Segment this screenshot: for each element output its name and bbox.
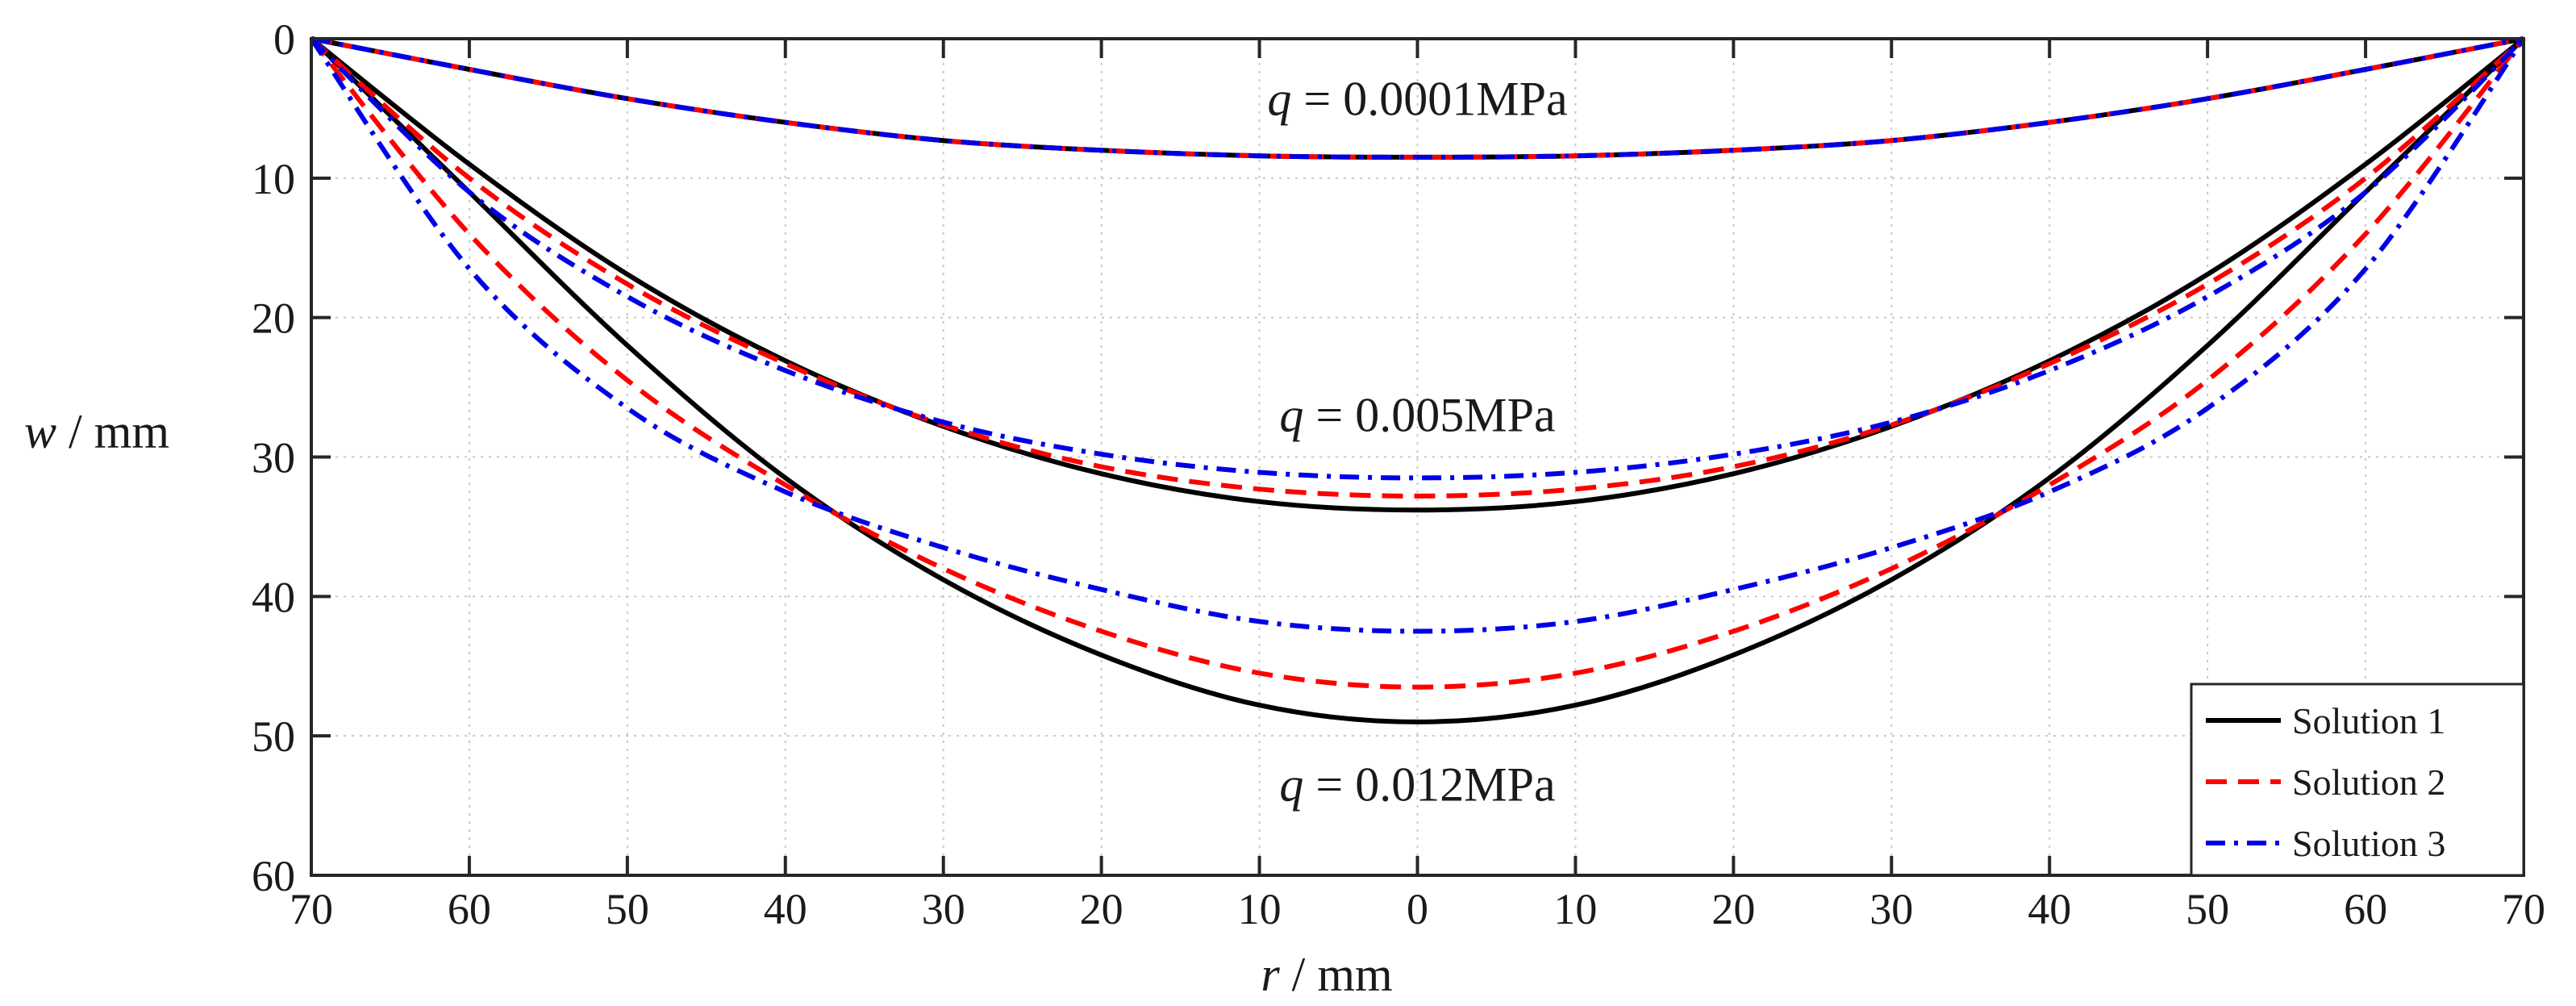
y-tick-label: 10: [252, 155, 295, 203]
x-tick-label: 60: [2344, 885, 2387, 933]
x-axis-label: r / mm: [1261, 948, 1392, 1001]
curve-solution-3-q-0-0001: [311, 36, 2524, 160]
load-annotation: q = 0.0001MPa: [1267, 72, 1567, 125]
series-solution-3: [309, 36, 2526, 634]
curve-solution-2-q-0-012: [309, 37, 2526, 690]
legend-label-solution-2: Solution 2: [2292, 762, 2445, 803]
x-tick-label: 70: [290, 885, 333, 933]
legend: Solution 1 Solution 2 Solution 3: [2190, 682, 2525, 877]
y-tick-label: 50: [252, 712, 295, 761]
curve-solution-2-q-0-005: [310, 36, 2525, 499]
curve-solution-3-q-0-005: [309, 36, 2526, 481]
x-tick-label: 40: [764, 885, 807, 933]
y-tick-label: 0: [273, 15, 295, 64]
x-tick-label: 60: [448, 885, 491, 933]
y-axis-label: w / mm: [24, 405, 169, 458]
x-tick-label: 70: [2502, 885, 2545, 933]
y-tick-label: 40: [252, 573, 295, 621]
load-annotations: q = 0.0001MPa q = 0.005MPa q = 0.012MPa: [1267, 72, 1567, 811]
x-tick-label: 30: [922, 885, 965, 933]
x-tick-label: 20: [1711, 885, 1755, 933]
y-tick-label: 20: [252, 294, 295, 343]
x-tick-label: 20: [1080, 885, 1123, 933]
x-tick-label: 10: [1238, 885, 1282, 933]
legend-label-solution-1: Solution 1: [2292, 700, 2445, 741]
legend-label-solution-3: Solution 3: [2292, 823, 2445, 864]
x-tick-label: 0: [1407, 885, 1428, 933]
curve-solution-3-q-0-012: [309, 37, 2526, 634]
curves: [309, 36, 2526, 724]
y-tick-label: 30: [252, 434, 295, 482]
load-annotation: q = 0.012MPa: [1279, 758, 1555, 812]
x-tick-label: 50: [2186, 885, 2229, 933]
curve-solution-1-q-0-005: [310, 36, 2525, 513]
x-tick-label: 10: [1553, 885, 1597, 933]
x-tick-label: 40: [2028, 885, 2071, 933]
y-tick-label: 60: [252, 852, 295, 900]
x-tick-label: 30: [1869, 885, 1913, 933]
load-annotation: q = 0.005MPa: [1279, 389, 1555, 442]
curve-solution-1-q-0-012: [309, 36, 2526, 724]
x-tick-label: 50: [606, 885, 649, 933]
